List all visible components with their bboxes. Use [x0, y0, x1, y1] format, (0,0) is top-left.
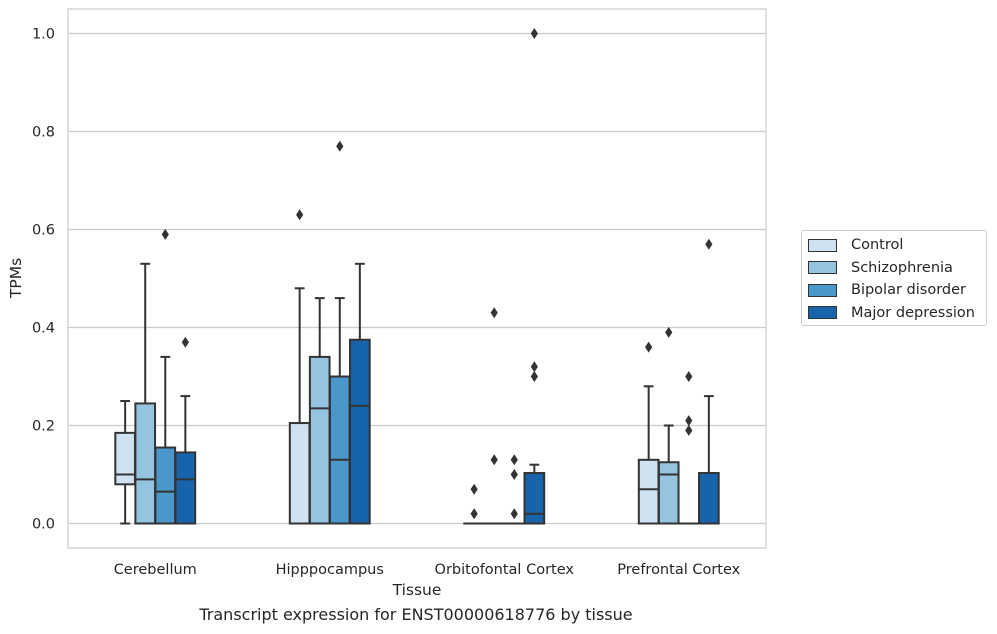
box-control: [463, 483, 485, 525]
outlier-point: [510, 508, 518, 520]
box-bipolar-disorder: [154, 228, 177, 525]
outlier-point: [470, 508, 478, 520]
outlier-point: [470, 483, 478, 495]
outlier-point: [665, 326, 673, 338]
y-axis-label: TPMs: [7, 258, 25, 299]
box-schizophrenia: [134, 262, 157, 525]
box-iqr: [174, 451, 197, 525]
legend-item: Control: [808, 235, 903, 255]
y-tick-label: 1.0: [32, 27, 55, 43]
legend-swatch: [808, 306, 837, 319]
chart-caption: Transcript expression for ENST0000061877…: [199, 605, 633, 624]
box-control: [114, 400, 136, 525]
box-iqr: [523, 472, 546, 525]
outlier-point: [181, 336, 189, 348]
outlier-point: [530, 28, 538, 39]
outlier-point: [510, 454, 518, 466]
x-tick-label: Orbitofontal Cortex: [435, 562, 575, 578]
legend-label: Major depression: [851, 304, 975, 321]
outlier-point: [685, 424, 693, 436]
box-control: [637, 341, 660, 525]
legend-label: Schizophrenia: [851, 259, 953, 276]
box-iqr: [328, 375, 351, 525]
outlier-point: [530, 361, 538, 373]
box-major-depression: [523, 28, 546, 525]
outlier-point: [490, 307, 498, 319]
legend-item: Bipolar disorder: [808, 280, 966, 300]
outlier-point: [705, 238, 713, 250]
box-iqr: [657, 461, 680, 525]
outlier-point: [490, 454, 498, 466]
legend: Control Schizophrenia Bipolar disorder Majo…: [801, 230, 987, 326]
outlier-point: [645, 341, 653, 353]
box-iqr: [308, 355, 331, 525]
legend-swatch: [808, 261, 837, 274]
box-bipolar-disorder: [677, 371, 700, 525]
box-major-depression: [174, 336, 197, 525]
box-iqr: [154, 446, 177, 525]
x-axis-label: Tissue: [392, 581, 442, 599]
outlier-point: [685, 415, 693, 427]
legend-item: Schizophrenia: [808, 258, 953, 278]
y-tick-label: 0.8: [32, 125, 55, 141]
box-iqr: [114, 431, 136, 486]
legend-item: Major depression: [808, 303, 975, 323]
box-major-depression: [349, 262, 371, 525]
outlier-point: [336, 140, 344, 152]
y-tick-labels: 0.0 0.2 0.4 0.6 0.8 1.0: [32, 27, 55, 533]
y-tick-label: 0.0: [32, 517, 55, 533]
box-iqr: [134, 402, 157, 525]
legend-label: Control: [851, 237, 904, 253]
box-iqr: [698, 472, 720, 525]
box-bipolar-disorder: [503, 454, 526, 525]
x-tick-label: Prefrontal Cortex: [617, 562, 740, 578]
y-tick-label: 0.4: [32, 321, 55, 337]
box-schizophrenia: [308, 297, 331, 525]
box-major-depression: [698, 238, 720, 525]
outlier-point: [685, 371, 693, 382]
outlier-point: [296, 209, 304, 221]
outlier-point: [161, 228, 169, 240]
box-iqr: [349, 338, 371, 525]
plot-frame: [67, 8, 767, 549]
x-tick-label: Cerebellum: [114, 562, 197, 578]
box-schizophrenia: [483, 307, 506, 525]
box-iqr: [288, 422, 311, 525]
box-bipolar-disorder: [328, 140, 351, 525]
outlier-point: [510, 469, 518, 480]
y-tick-label: 0.2: [32, 419, 55, 435]
box-schizophrenia: [657, 326, 680, 525]
box-control: [288, 209, 311, 525]
outlier-point: [530, 371, 538, 382]
legend-swatch: [808, 283, 837, 297]
box-iqr: [637, 458, 660, 525]
y-tick-label: 0.6: [32, 223, 55, 239]
box-series-layer: [114, 28, 720, 525]
legend-swatch: [808, 238, 837, 252]
legend-label: Bipolar disorder: [851, 282, 966, 298]
x-tick-label: Hipppocampus: [276, 562, 384, 578]
x-tick-labels: Cerebellum Hipppocampus Orbitofontal Corte…: [114, 562, 741, 578]
